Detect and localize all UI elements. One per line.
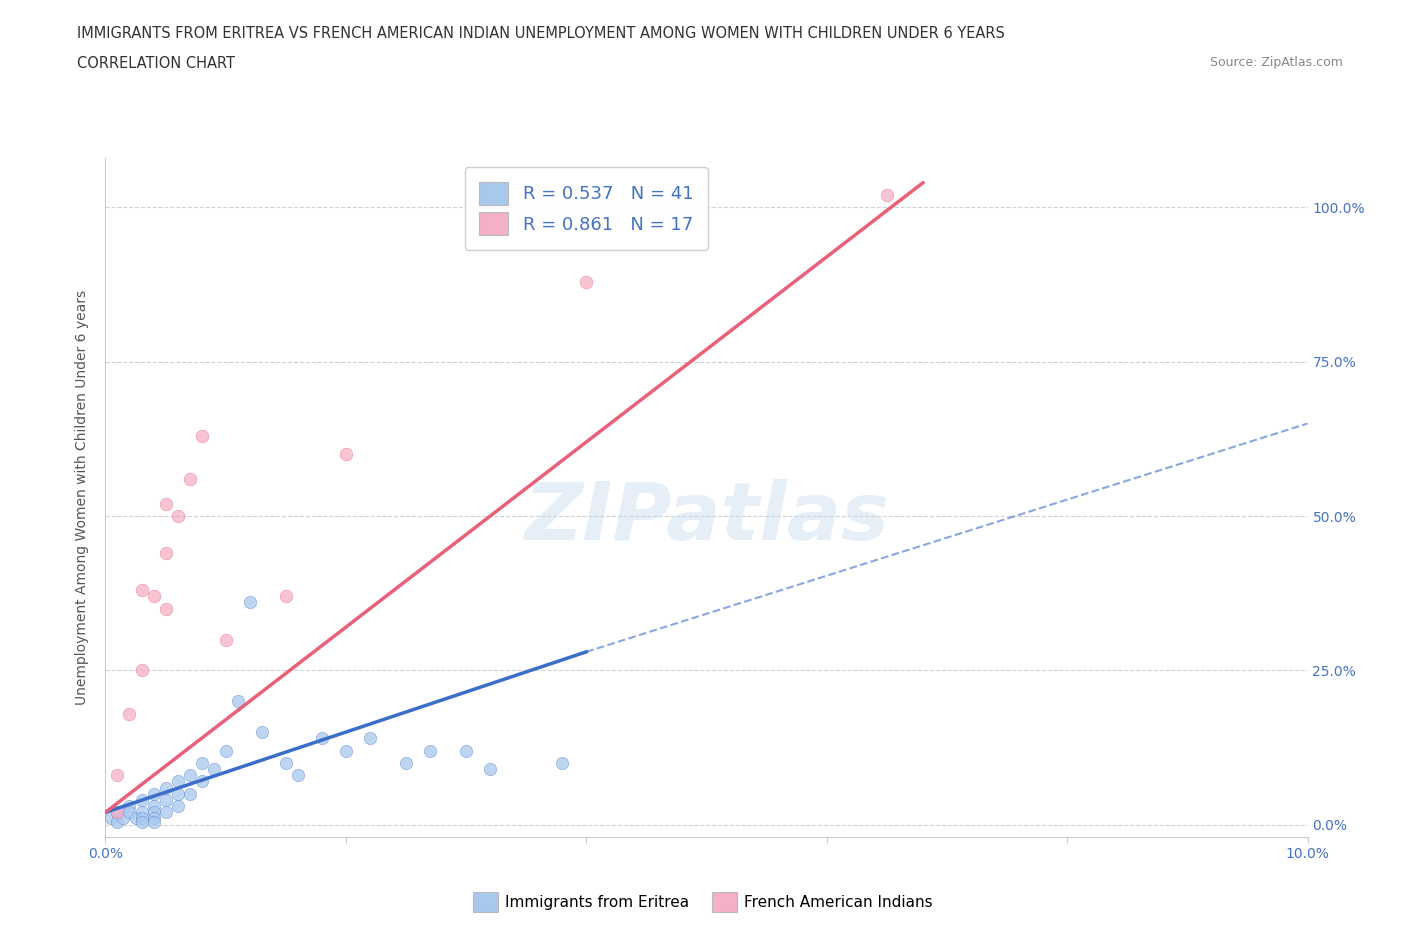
Point bbox=[107, 768, 129, 783]
Point bbox=[335, 743, 357, 758]
Point bbox=[131, 814, 153, 829]
Point bbox=[479, 762, 502, 777]
Point bbox=[118, 804, 141, 819]
Point bbox=[100, 811, 122, 826]
Point bbox=[107, 814, 129, 829]
Point bbox=[142, 804, 165, 819]
Point bbox=[131, 804, 153, 819]
Point bbox=[190, 755, 212, 770]
Point bbox=[335, 447, 357, 462]
Point bbox=[179, 472, 201, 486]
Point bbox=[155, 546, 177, 561]
Point bbox=[155, 601, 177, 616]
Point bbox=[107, 804, 129, 819]
Point bbox=[155, 780, 177, 795]
Text: IMMIGRANTS FROM ERITREA VS FRENCH AMERICAN INDIAN UNEMPLOYMENT AMONG WOMEN WITH : IMMIGRANTS FROM ERITREA VS FRENCH AMERIC… bbox=[77, 26, 1005, 41]
Point bbox=[250, 724, 273, 739]
Point bbox=[876, 188, 898, 203]
Point bbox=[155, 792, 177, 807]
Point bbox=[190, 429, 212, 444]
Point bbox=[214, 743, 236, 758]
Point bbox=[142, 787, 165, 802]
Point bbox=[131, 811, 153, 826]
Point bbox=[166, 509, 188, 524]
Text: Source: ZipAtlas.com: Source: ZipAtlas.com bbox=[1209, 56, 1343, 69]
Point bbox=[274, 755, 297, 770]
Point bbox=[395, 755, 418, 770]
Point bbox=[359, 731, 381, 746]
Point bbox=[142, 799, 165, 814]
Point bbox=[142, 811, 165, 826]
Point bbox=[166, 774, 188, 789]
Point bbox=[131, 663, 153, 678]
Point bbox=[118, 799, 141, 814]
Point bbox=[179, 768, 201, 783]
Point bbox=[155, 804, 177, 819]
Legend: Immigrants from Eritrea, French American Indians: Immigrants from Eritrea, French American… bbox=[467, 886, 939, 918]
Legend: R = 0.537   N = 41, R = 0.861   N = 17: R = 0.537 N = 41, R = 0.861 N = 17 bbox=[465, 167, 707, 249]
Point bbox=[107, 804, 129, 819]
Point bbox=[124, 811, 146, 826]
Point bbox=[575, 274, 598, 289]
Point bbox=[155, 497, 177, 512]
Point bbox=[142, 589, 165, 604]
Text: CORRELATION CHART: CORRELATION CHART bbox=[77, 56, 235, 71]
Point bbox=[166, 787, 188, 802]
Point bbox=[179, 787, 201, 802]
Point bbox=[118, 706, 141, 721]
Point bbox=[142, 814, 165, 829]
Point bbox=[287, 768, 309, 783]
Point bbox=[226, 694, 249, 709]
Point bbox=[166, 799, 188, 814]
Y-axis label: Unemployment Among Women with Children Under 6 years: Unemployment Among Women with Children U… bbox=[76, 290, 90, 705]
Point bbox=[551, 755, 574, 770]
Point bbox=[112, 811, 135, 826]
Point bbox=[131, 583, 153, 598]
Point bbox=[131, 792, 153, 807]
Point bbox=[202, 762, 225, 777]
Point bbox=[311, 731, 333, 746]
Point bbox=[419, 743, 441, 758]
Point bbox=[239, 595, 262, 610]
Text: ZIPatlas: ZIPatlas bbox=[524, 479, 889, 557]
Point bbox=[454, 743, 477, 758]
Point bbox=[214, 632, 236, 647]
Point bbox=[190, 774, 212, 789]
Point bbox=[274, 589, 297, 604]
